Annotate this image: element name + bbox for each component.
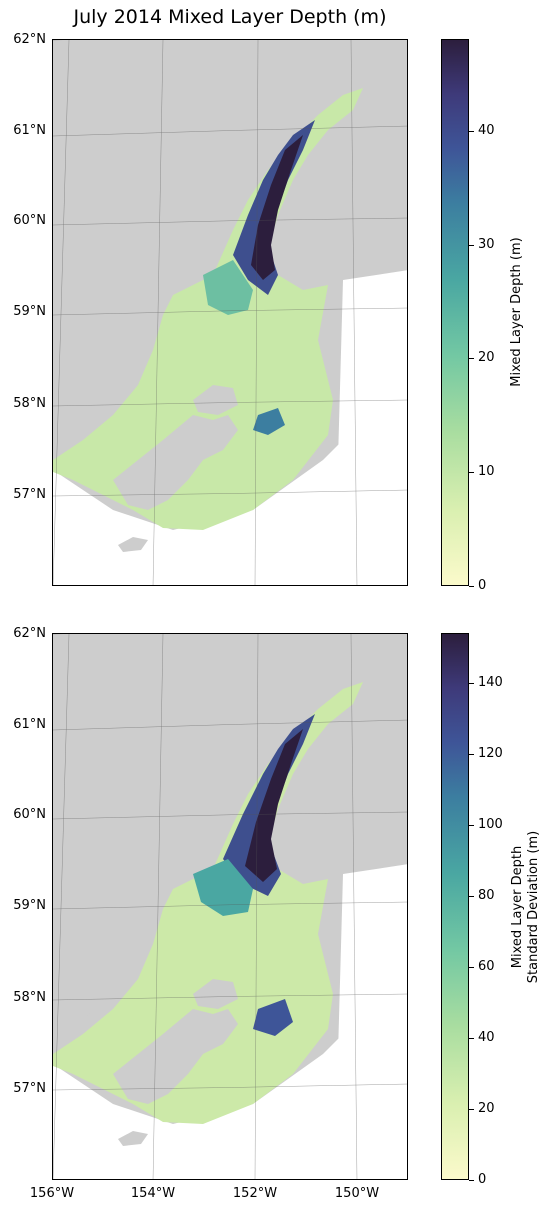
mid-depth <box>203 260 253 315</box>
cbar-tick <box>469 131 474 132</box>
cbar-label-0: 0 <box>478 1172 487 1187</box>
deep-core <box>251 135 303 280</box>
deep-patch <box>253 408 285 435</box>
cbar-tick <box>469 358 474 359</box>
cbar-tick <box>469 896 474 897</box>
cbar-tick <box>469 586 474 587</box>
lat-label-57: 57°N <box>13 487 46 502</box>
lon-label-156: 156°W <box>29 1186 75 1201</box>
afognak-island <box>193 979 238 1009</box>
cbar-label-140: 140 <box>478 675 503 690</box>
cbar-tick <box>469 1180 474 1181</box>
lon-label-154: 154°W <box>130 1186 176 1201</box>
colorbar-mean <box>441 39 469 586</box>
model-domain <box>53 88 363 530</box>
lat-label-57: 57°N <box>13 1081 46 1096</box>
lat-label-58: 58°N <box>13 396 46 411</box>
graticule <box>53 634 407 1179</box>
cbar-label-40: 40 <box>478 123 495 138</box>
cbar-label-100: 100 <box>478 817 503 832</box>
lat-label-58: 58°N <box>13 990 46 1005</box>
lat-label-62: 62°N <box>13 626 46 641</box>
cbar-label-60: 60 <box>478 959 495 974</box>
cbar-tick <box>469 1109 474 1110</box>
cbar-title-line2: Standard Deviation (m) <box>526 830 541 984</box>
graticule <box>53 40 407 585</box>
cbar-label-20: 20 <box>478 350 495 365</box>
map-stddev <box>52 633 408 1180</box>
colorbar-stddev <box>441 633 469 1180</box>
afognak-island <box>193 385 238 415</box>
colorbar-title-stddev: Mixed Layer Depth Standard Deviation (m) <box>510 817 542 997</box>
lat-label-61: 61°N <box>13 123 46 138</box>
cbar-tick <box>469 245 474 246</box>
lon-label-150: 150°W <box>334 1186 380 1201</box>
cbar-tick <box>469 825 474 826</box>
cbar-label-0: 0 <box>478 578 487 593</box>
lat-label-59: 59°N <box>13 304 46 319</box>
cbar-tick <box>469 472 474 473</box>
cbar-tick <box>469 967 474 968</box>
colorbar-title-mean: Mixed Layer Depth (m) <box>509 237 524 387</box>
map-stddev-svg <box>53 634 407 1179</box>
small-islands <box>118 537 148 552</box>
lat-label-60: 60°N <box>13 807 46 822</box>
map-mean-svg <box>53 40 407 585</box>
cbar-label-20: 20 <box>478 1101 495 1116</box>
kodiak-island <box>113 1009 238 1104</box>
cbar-label-120: 120 <box>478 746 503 761</box>
lat-label-59: 59°N <box>13 898 46 913</box>
cbar-label-30: 30 <box>478 237 495 252</box>
lon-label-152: 152°W <box>232 1186 278 1201</box>
cbar-tick <box>469 683 474 684</box>
lat-label-62: 62°N <box>13 32 46 47</box>
open-ocean-east <box>338 270 407 460</box>
lat-label-60: 60°N <box>13 213 46 228</box>
map-mean <box>52 39 408 586</box>
kodiak-island <box>113 415 238 510</box>
deep-patch <box>253 999 293 1036</box>
deep-core <box>245 729 303 882</box>
mid-depth <box>193 859 253 916</box>
open-ocean-east <box>338 864 407 1054</box>
cbar-tick <box>469 1038 474 1039</box>
small-islands <box>118 1131 148 1146</box>
cbar-title-line1: Mixed Layer Depth <box>510 845 525 969</box>
lat-label-61: 61°N <box>13 717 46 732</box>
cbar-tick <box>469 754 474 755</box>
figure-title: July 2014 Mixed Layer Depth (m) <box>73 6 387 28</box>
cbar-label-80: 80 <box>478 888 495 903</box>
cbar-label-40: 40 <box>478 1030 495 1045</box>
cbar-label-10: 10 <box>478 464 495 479</box>
